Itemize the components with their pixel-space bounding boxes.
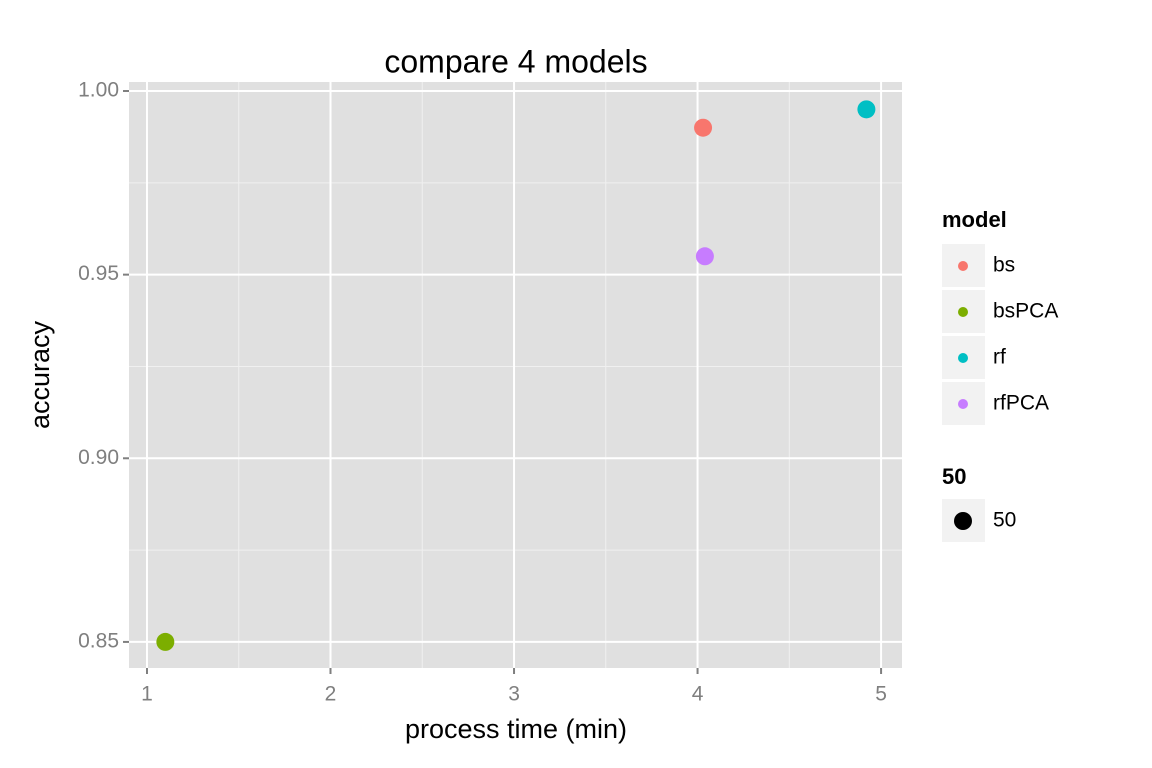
x-axis-label: process time (min)	[405, 714, 627, 744]
point	[857, 100, 876, 119]
size-legend-title: 50	[942, 464, 966, 489]
legend-label: rfPCA	[993, 392, 1049, 415]
x-tick-label: 4	[692, 683, 704, 706]
legend-swatch	[954, 512, 972, 530]
x-tick-label: 1	[141, 683, 153, 706]
y-tick-label: 1.00	[78, 79, 119, 102]
legend-swatch	[958, 353, 968, 363]
x-tick-label: 3	[508, 683, 520, 706]
x-tick-label: 2	[325, 683, 337, 706]
legend-swatch	[958, 307, 968, 317]
point	[695, 247, 714, 266]
point	[694, 118, 713, 137]
y-tick-label: 0.90	[78, 446, 119, 469]
legend-title: model	[942, 207, 1007, 232]
y-tick-label: 0.85	[78, 629, 119, 652]
legend-swatch	[958, 399, 968, 409]
chart-title: compare 4 models	[384, 43, 647, 79]
legend-label: bsPCA	[993, 300, 1058, 323]
legend-label: rf	[993, 346, 1006, 369]
legend-label: 50	[993, 509, 1016, 532]
x-tick-label: 5	[875, 683, 887, 706]
y-axis-label: accuracy	[25, 320, 55, 429]
point	[156, 632, 175, 651]
legend-swatch	[958, 261, 968, 271]
legend-label: bs	[993, 254, 1015, 277]
y-tick-label: 0.95	[78, 262, 119, 285]
plot-panel	[129, 82, 902, 668]
